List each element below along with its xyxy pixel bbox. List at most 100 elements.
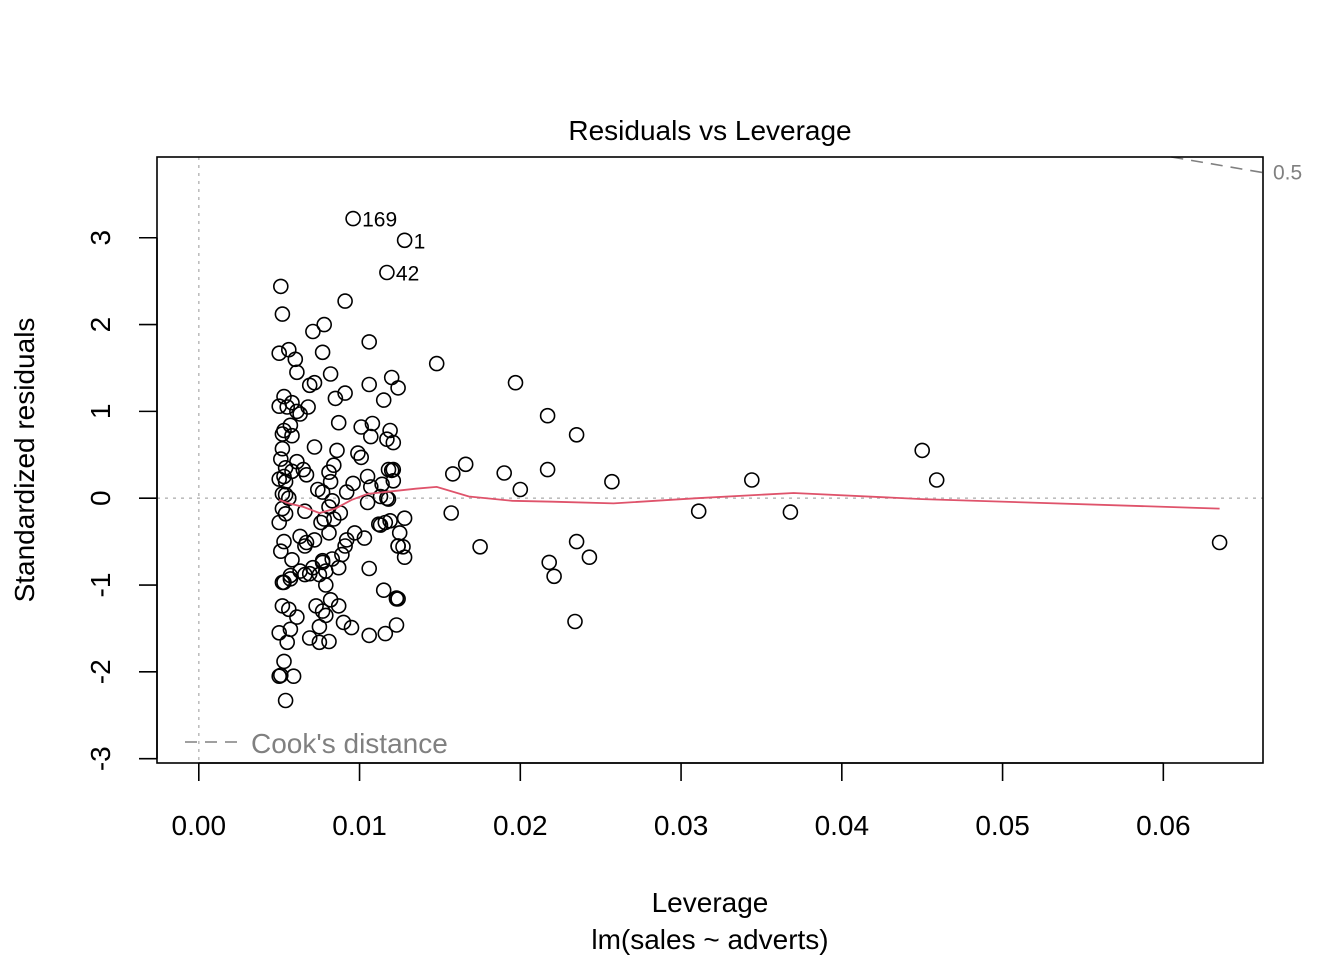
data-point <box>272 278 289 295</box>
y-axis-label: Standardized residuals <box>9 318 40 603</box>
point-label-42: 42 <box>396 263 419 286</box>
data-point <box>379 264 395 281</box>
data-point <box>301 630 318 646</box>
data-point <box>385 472 402 489</box>
chart-title: Residuals vs Leverage <box>568 115 851 146</box>
data-point <box>277 473 294 490</box>
data-point <box>274 574 291 591</box>
x-axis: 0.00 0.01 0.02 0.03 0.04 0.05 0.06 <box>172 762 1191 841</box>
data-point <box>322 473 339 490</box>
data-point <box>375 392 392 408</box>
data-point <box>337 538 353 554</box>
data-point <box>374 476 390 493</box>
data-point <box>690 503 707 520</box>
chart-subtitle: lm(sales ~ adverts) <box>591 924 828 955</box>
data-point <box>325 511 342 527</box>
smoother-layer <box>278 485 1220 514</box>
data-point <box>322 366 339 382</box>
legend-label: Cook's distance <box>251 728 448 759</box>
y-tick-label: 3 <box>85 230 116 246</box>
data-point <box>298 466 315 483</box>
data-point <box>353 419 370 435</box>
data-point <box>311 618 328 635</box>
plot-frame <box>156 156 1264 764</box>
data-point <box>388 590 405 606</box>
data-point <box>345 210 361 227</box>
data-point <box>361 560 378 577</box>
data-point <box>305 323 321 340</box>
data-point <box>279 634 296 651</box>
x-axis-label: Leverage <box>652 887 769 918</box>
data-point <box>297 538 313 554</box>
data-point <box>356 530 373 546</box>
data-point <box>928 472 945 488</box>
smoother-line <box>278 485 1220 514</box>
data-point <box>322 591 339 608</box>
data-point <box>604 473 620 490</box>
data-point <box>271 345 288 362</box>
data-point <box>362 428 379 445</box>
data-point <box>444 466 461 482</box>
data-point <box>359 494 376 511</box>
data-point <box>321 525 337 541</box>
data-point <box>337 293 353 309</box>
data-point <box>284 427 300 444</box>
data-point <box>287 351 304 368</box>
y-tick-label: -1 <box>85 573 116 598</box>
data-point <box>327 390 344 407</box>
data-point <box>396 510 413 527</box>
data-point <box>507 374 524 391</box>
data-point <box>361 376 378 393</box>
data-point <box>382 512 398 529</box>
point-labels: 169 1 42 <box>362 209 425 286</box>
data-point <box>567 613 583 630</box>
data-point <box>289 364 305 381</box>
data-point <box>496 465 513 481</box>
y-tick-label: -3 <box>85 746 116 771</box>
data-point <box>390 380 406 396</box>
data-point <box>301 377 318 394</box>
data-point <box>388 617 405 633</box>
data-point <box>297 566 313 583</box>
data-point <box>321 633 337 650</box>
data-point <box>314 344 331 361</box>
data-point <box>428 355 445 372</box>
data-point <box>396 232 413 249</box>
data-point <box>277 505 294 522</box>
data-point <box>457 456 474 473</box>
data-point <box>353 449 370 466</box>
data-point <box>330 598 347 614</box>
point-label-1: 1 <box>414 230 426 253</box>
data-point <box>289 403 305 420</box>
data-point <box>274 306 291 322</box>
y-tick-label: 1 <box>85 404 116 420</box>
x-tick-label: 0.06 <box>1136 810 1191 841</box>
data-point <box>277 692 294 709</box>
data-point <box>272 451 289 467</box>
data-point <box>274 440 291 457</box>
data-point <box>375 582 392 599</box>
data-point <box>512 481 529 498</box>
data-point <box>280 341 297 358</box>
data-point <box>395 538 411 555</box>
data-point <box>539 407 556 424</box>
data-point <box>271 624 288 641</box>
data-point <box>568 533 585 550</box>
data-point <box>346 525 363 541</box>
x-tick-label: 0.04 <box>815 810 870 841</box>
cooks-contour-line <box>1171 156 1264 174</box>
data-point <box>541 554 558 571</box>
data-point <box>282 571 299 587</box>
data-point <box>472 538 488 555</box>
data-point <box>782 504 799 520</box>
data-point <box>279 399 296 415</box>
cooks-contour-label: 0.5 <box>1273 162 1302 185</box>
data-point <box>317 563 334 579</box>
data-point <box>385 434 402 451</box>
y-tick-label: 2 <box>85 317 116 333</box>
data-point <box>343 619 360 636</box>
data-point <box>443 505 460 521</box>
data-point <box>272 667 289 684</box>
y-axis: -3 -2 -1 0 1 2 3 <box>85 230 158 771</box>
